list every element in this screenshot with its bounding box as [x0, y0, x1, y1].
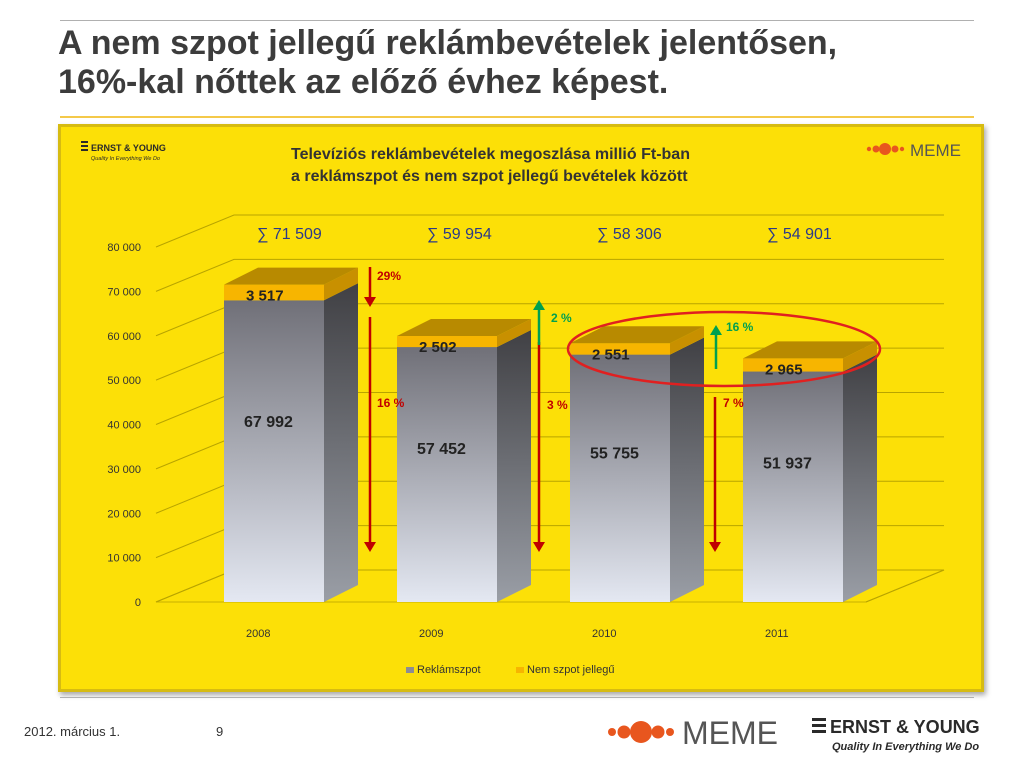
bar-nem-szpot-2009 — [397, 335, 497, 348]
data-label-reklamszpot: 55 755 — [590, 446, 639, 463]
change-label-spot-2011: 7 % — [723, 396, 744, 410]
bar-nem-szpot-side-2009 — [497, 318, 531, 348]
y-tick-label: 80 000 — [107, 242, 141, 254]
arrow-spot-decrease-2009-head — [364, 542, 376, 552]
bar-nem-szpot-2010 — [570, 343, 670, 355]
slide-title: A nem szpot jellegű reklámbevételek jele… — [58, 24, 978, 102]
change-label-spot-2009: 16 % — [377, 396, 405, 410]
x-tick-label: 2009 — [419, 628, 443, 640]
bar-top-2010 — [570, 326, 704, 344]
bar-top-2011 — [743, 341, 877, 359]
change-arrows: 29% 16 % 3 % 7 % 2 % 16 % — [364, 267, 754, 552]
bar-nem-szpot-2008 — [224, 284, 324, 301]
arrow-non-spot-increase-2010-head — [533, 300, 545, 310]
ey-logo-name: ERNST & YOUNG — [830, 717, 980, 737]
x-tick-label: 2008 — [246, 628, 270, 640]
total-label: ∑ 71 509 — [257, 226, 322, 243]
y-tick-label: 20 000 — [107, 508, 141, 520]
bar-reklamszpot-2010 — [570, 354, 670, 602]
chart-labels: 3 517 67 992 2 502 57 452 2 551 55 755 2 965 51… — [244, 288, 812, 473]
x-tick-label: 2011 — [765, 628, 789, 640]
bar-reklamszpot-side-2010 — [670, 337, 704, 602]
arrow-total-decrease-head — [364, 297, 376, 307]
bar-nem-szpot-side-2011 — [843, 341, 877, 372]
bar-nem-szpot-side-2010 — [670, 326, 704, 355]
change-label-non-spot-2010: 2 % — [551, 311, 572, 325]
ey-logo-slogan: Quality In Everything We Do — [832, 741, 979, 753]
highlight-ellipse — [566, 310, 882, 388]
legend-label-reklamszpot: Reklámszpot — [417, 664, 481, 676]
gridline — [155, 258, 944, 292]
bar-nem-szpot-side-2008 — [324, 267, 358, 301]
total-label: ∑ 58 306 — [597, 226, 662, 243]
meme-logo-small-name: MEME — [910, 141, 961, 160]
ey-logo-small-slogan: Quality In Everything We Do — [91, 156, 160, 162]
x-tick-label: 2010 — [592, 628, 616, 640]
change-label-spot-2010: 3 % — [547, 398, 568, 412]
chart-panel: ERNST & YOUNG Quality In Everything We D… — [58, 124, 984, 692]
slide-title-line1: A nem szpot jellegű reklámbevételek jele… — [58, 24, 838, 62]
data-label-nem-szpot: 2 502 — [419, 339, 457, 356]
chart-title-line2: a reklámszpot és nem szpot jellegű bevét… — [291, 168, 688, 185]
legend-swatch-nem-szpot — [516, 667, 524, 673]
data-label-reklamszpot: 51 937 — [763, 455, 812, 472]
change-label-non-spot-2011: 16 % — [726, 320, 754, 334]
y-tick-label: 50 000 — [107, 375, 141, 387]
ey-logo-small: ERNST & YOUNG Quality In Everything We D… — [81, 141, 166, 162]
bar-top-2009 — [397, 318, 531, 336]
bar-reklamszpot-2011 — [743, 371, 843, 602]
arrow-non-spot-increase-2011-head — [710, 325, 722, 335]
gridline — [155, 214, 944, 248]
chart-totals: ∑ 71 509 ∑ 59 954 ∑ 58 306 ∑ 54 901 — [257, 226, 832, 243]
bar-reklamszpot-2008 — [224, 300, 324, 602]
meme-logo: MEME — [608, 715, 778, 751]
data-label-nem-szpot: 2 551 — [592, 346, 630, 363]
top-divider — [60, 20, 974, 21]
total-label: ∑ 54 901 — [767, 226, 832, 243]
bar-reklamszpot-side-2009 — [497, 330, 531, 602]
ey-logo: ERNST & YOUNG Quality In Everything We D… — [812, 717, 980, 753]
arrow-spot-decrease-2010-head — [533, 542, 545, 552]
data-label-nem-szpot: 2 965 — [765, 361, 803, 378]
meme-logo-name: MEME — [682, 715, 778, 751]
data-label-reklamszpot: 57 452 — [417, 441, 466, 458]
bar-reklamszpot-side-2011 — [843, 354, 877, 602]
legend-swatch-reklamszpot — [406, 667, 414, 673]
footer-date: 2012. március 1. — [24, 724, 121, 739]
total-label: ∑ 59 954 — [427, 226, 492, 243]
chart-axes: 0 10 000 20 000 30 000 40 000 50 000 60 000 70 … — [107, 242, 788, 640]
legend-label-nem-szpot: Nem szpot jellegű — [527, 664, 614, 676]
data-label-reklamszpot: 67 992 — [244, 414, 293, 431]
page-number: 9 — [216, 724, 224, 739]
chart-title-line1: Televíziós reklámbevételek megoszlása mi… — [291, 146, 690, 163]
chart-legend: Reklámszpot Nem szpot jellegű — [406, 664, 614, 676]
y-tick-label: 30 000 — [107, 464, 141, 476]
ey-logo-small-name: ERNST & YOUNG — [91, 143, 166, 153]
y-tick-label: 0 — [135, 597, 141, 609]
data-label-nem-szpot: 3 517 — [246, 288, 284, 305]
bar-top-2008 — [224, 267, 358, 285]
y-tick-label: 40 000 — [107, 420, 141, 432]
change-label-total: 29% — [377, 269, 401, 283]
bar-reklamszpot-side-2008 — [324, 283, 358, 602]
footer-divider — [60, 697, 974, 698]
chart-bars — [224, 267, 877, 602]
y-tick-label: 10 000 — [107, 553, 141, 565]
floor-edge — [865, 569, 945, 603]
slide-title-line2: 16%-kal nőttek az előző évhez képest. — [58, 63, 669, 101]
meme-logo-small: MEME — [866, 141, 961, 160]
y-tick-label: 60 000 — [107, 331, 141, 343]
arrow-spot-decrease-2011-head — [709, 542, 721, 552]
title-underline — [60, 116, 974, 118]
stacked-bar-chart: ERNST & YOUNG Quality In Everything We D… — [81, 141, 961, 676]
y-tick-label: 70 000 — [107, 286, 141, 298]
bar-nem-szpot-2011 — [743, 358, 843, 372]
bar-reklamszpot-2009 — [397, 347, 497, 602]
